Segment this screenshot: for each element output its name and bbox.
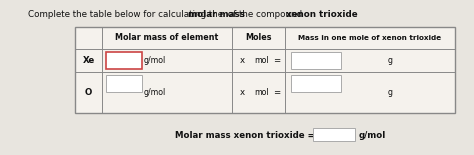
Bar	[75, 27, 455, 113]
FancyBboxPatch shape	[291, 75, 341, 92]
Text: O: O	[85, 88, 92, 97]
Text: Complete the table below for calculating the: Complete the table below for calculating…	[28, 10, 226, 19]
Text: molar mass: molar mass	[188, 10, 245, 19]
Text: x: x	[239, 88, 245, 97]
Text: x: x	[239, 56, 245, 65]
Text: mol: mol	[255, 56, 269, 65]
Text: g: g	[388, 88, 392, 97]
Bar	[75, 27, 455, 113]
FancyBboxPatch shape	[106, 75, 142, 92]
Text: of the compound: of the compound	[225, 10, 305, 19]
Text: mol: mol	[255, 88, 269, 97]
FancyBboxPatch shape	[291, 52, 341, 69]
Text: g: g	[388, 56, 392, 65]
Text: g/mol: g/mol	[359, 131, 386, 140]
FancyBboxPatch shape	[313, 128, 355, 141]
Text: Mass in one mole of xenon trioxide: Mass in one mole of xenon trioxide	[299, 35, 442, 41]
Text: Moles: Moles	[245, 33, 272, 42]
Text: g/mol: g/mol	[144, 88, 166, 97]
Text: Molar mass xenon trioxide =: Molar mass xenon trioxide =	[175, 131, 315, 140]
Text: =: =	[273, 56, 281, 65]
Text: =: =	[273, 88, 281, 97]
FancyBboxPatch shape	[106, 52, 142, 69]
Text: .: .	[338, 10, 341, 19]
Text: Molar mass of element: Molar mass of element	[115, 33, 219, 42]
Text: Xe: Xe	[82, 56, 95, 65]
Text: g/mol: g/mol	[144, 56, 166, 65]
Text: xenon trioxide: xenon trioxide	[286, 10, 357, 19]
